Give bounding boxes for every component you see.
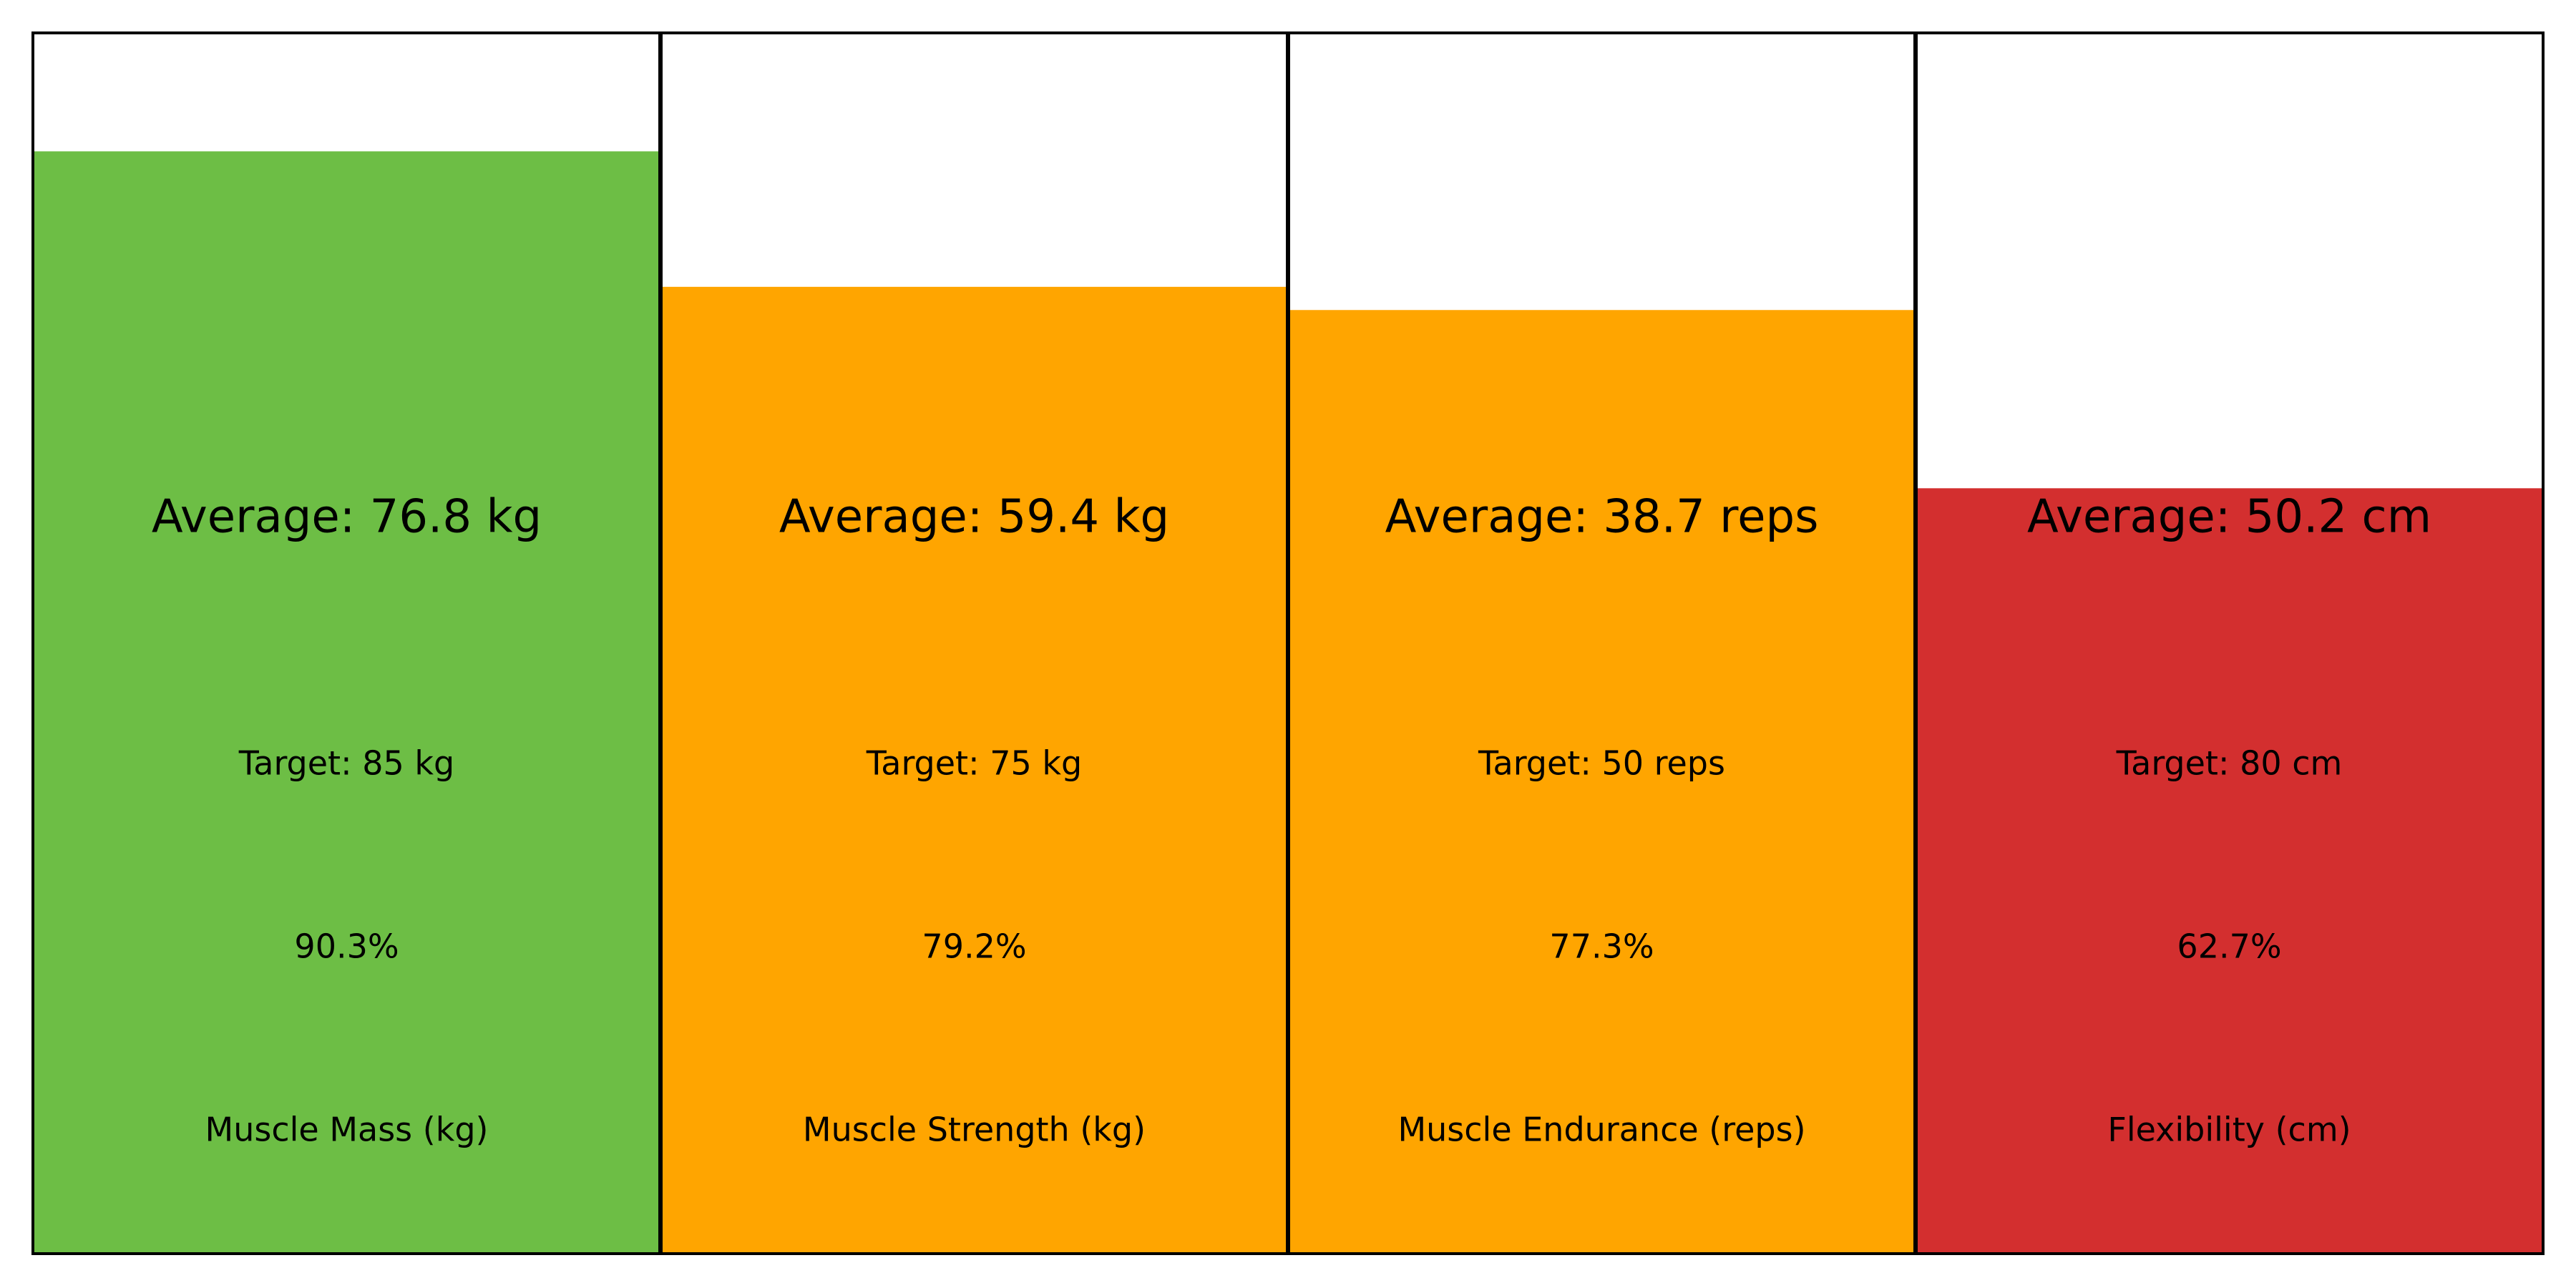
panels-layer: Average: 76.8 kg Target: 85 kg 90.3% Muscle… [33,33,2543,1254]
average-label: Average: 50.2 cm [2027,491,2431,544]
percent-label: 62.7% [2177,927,2281,966]
gauge-panel: Average: 50.2 cm Target: 80 cm 62.7% Flexib… [1916,488,2543,1254]
gauge-panel: Average: 76.8 kg Target: 85 kg 90.3% Muscle… [33,151,660,1254]
percent-label: 90.3% [294,927,399,966]
gauge-panel: Average: 59.4 kg Target: 75 kg 79.2% Muscle… [660,286,1288,1254]
gauge-fill-bar [1288,310,1916,1254]
average-label: Average: 76.8 kg [152,491,542,544]
category-label: Muscle Strength (kg) [803,1111,1146,1149]
percent-label: 79.2% [922,927,1026,966]
target-label: Target: 75 kg [866,744,1082,783]
target-label: Target: 85 kg [238,744,454,783]
category-label: Muscle Endurance (reps) [1397,1111,1805,1149]
category-label: Muscle Mass (kg) [205,1111,489,1149]
average-label: Average: 38.7 reps [1385,491,1819,544]
target-label: Target: 80 cm [2116,744,2343,783]
chart-frame [31,31,2545,1255]
gauge-fill-bar [660,286,1288,1254]
target-label: Target: 50 reps [1478,744,1725,783]
gauge-fill-bar [1916,488,2543,1254]
gauge-panel: Average: 38.7 reps Target: 50 reps 77.3% Mu… [1288,310,1916,1254]
gauge-fill-bar [33,151,660,1254]
average-label: Average: 59.4 kg [779,491,1169,544]
category-label: Flexibility (cm) [2107,1111,2351,1149]
percent-label: 77.3% [1549,927,1654,966]
